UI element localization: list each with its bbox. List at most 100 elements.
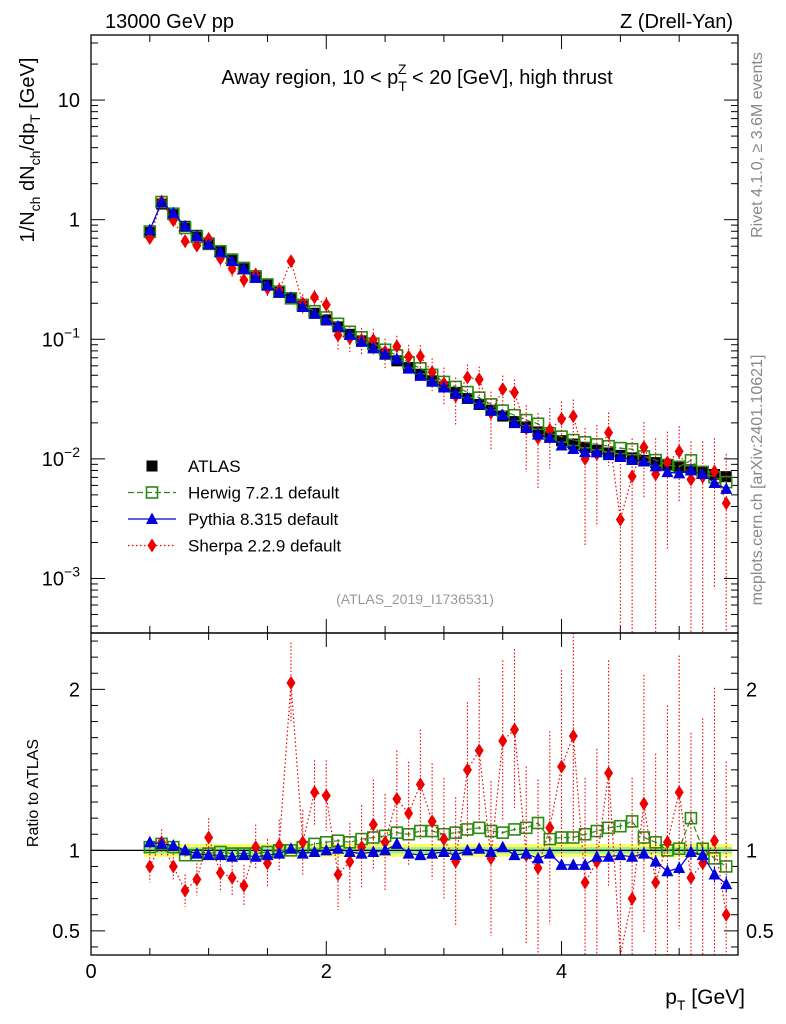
ratio-point-pythia	[567, 858, 580, 870]
data-point-sherpa	[604, 425, 614, 440]
series-line-herwig	[149, 200, 727, 483]
data-point-sherpa	[333, 328, 343, 343]
data-point-sherpa	[474, 372, 484, 387]
ratio-point-sherpa	[227, 870, 237, 885]
ratio-tick-label: 1	[69, 840, 80, 862]
x-tick-label: 4	[556, 961, 567, 983]
data-point-pythia	[567, 442, 580, 454]
data-point-pythia	[332, 319, 345, 332]
data-point-sherpa	[568, 409, 578, 424]
chart-title-sub: T	[398, 78, 407, 94]
data-point-sherpa	[392, 339, 402, 354]
ratio-point-pythia	[649, 855, 662, 867]
data-point-pythia	[590, 445, 603, 458]
data-point-sherpa	[674, 444, 684, 459]
ratio-axis-label: Ratio to ATLAS	[25, 739, 42, 847]
data-point-sherpa	[639, 440, 649, 455]
ratio-point-pythia	[367, 845, 380, 857]
ratio-point-pythia	[626, 850, 639, 862]
ratio-tick-label: 1	[746, 840, 757, 862]
data-point-sherpa	[498, 382, 508, 397]
process-label: Z (Drell-Yan)	[620, 11, 733, 33]
ratio-point-sherpa	[545, 820, 555, 835]
chart-title-pre: Away region, 10 < p	[221, 67, 398, 89]
ratio-point-sherpa	[439, 832, 449, 847]
y-tick-label: 10−2	[42, 444, 80, 471]
ratio-point-pythia	[579, 858, 592, 870]
ratio-point-pythia	[673, 861, 686, 874]
data-point-pythia	[555, 439, 568, 451]
ratio-point-sherpa	[651, 875, 661, 890]
legend-marker-sherpa	[147, 538, 157, 553]
ratio-point-sherpa	[345, 854, 355, 869]
ratio-point-sherpa	[709, 833, 719, 848]
ratio-point-sherpa	[427, 814, 437, 829]
legend-label-pythia: Pythia 8.315 default	[188, 510, 339, 529]
data-point-pythia	[626, 453, 639, 465]
data-point-sherpa	[662, 455, 672, 470]
ratio-point-pythia	[343, 845, 356, 857]
data-point-sherpa	[686, 472, 696, 487]
ratio-point-pythia	[661, 864, 674, 877]
ratio-point-pythia	[484, 845, 497, 857]
ratio-panel-frame	[90, 632, 739, 956]
ratio-point-pythia	[602, 850, 615, 862]
ratio-point-pythia	[284, 842, 297, 854]
data-point-pythia	[720, 482, 733, 494]
ratio-point-sherpa	[274, 838, 284, 853]
ratio-point-pythia	[449, 848, 462, 861]
ratio-line-sherpa	[149, 682, 727, 956]
ratio-point-sherpa	[192, 872, 202, 887]
legend-marker-pythia	[146, 512, 158, 524]
ratio-point-sherpa	[509, 722, 519, 737]
ratio-point-herwig	[531, 816, 545, 830]
data-point-sherpa	[557, 411, 567, 426]
data-point-pythia	[343, 328, 356, 340]
data-point-sherpa	[709, 464, 719, 479]
ratio-point-pythia	[308, 845, 321, 857]
ratio-point-sherpa	[404, 806, 414, 821]
data-point-sherpa	[180, 234, 190, 249]
data-point-sherpa	[721, 496, 731, 511]
data-point-pythia	[461, 391, 474, 404]
ratio-point-sherpa	[686, 870, 696, 885]
ratio-point-pythia	[214, 848, 227, 861]
ratio-point-pythia	[237, 848, 250, 861]
data-point-pythia	[284, 291, 297, 303]
data-point-pythia	[579, 445, 592, 458]
data-point-sherpa	[321, 297, 331, 312]
data-point-pythia	[614, 450, 627, 462]
data-point-pythia	[602, 448, 615, 461]
data-point-pythia	[155, 195, 168, 208]
ratio-point-sherpa	[415, 777, 425, 792]
data-point-pythia	[532, 428, 545, 440]
ratio-point-sherpa	[462, 762, 472, 777]
data-point-pythia	[473, 397, 486, 409]
data-point-pythia	[426, 375, 439, 387]
legend: ATLAS Herwig 7.2.1 default Pythia 8.315 de…	[128, 457, 341, 556]
data-point-sherpa	[627, 469, 637, 484]
data-point-pythia	[143, 223, 156, 236]
chart-title-sup: Z	[398, 61, 407, 77]
ratio-point-pythia	[143, 835, 156, 848]
ratio-point-pythia	[520, 847, 533, 859]
ratio-point-sherpa	[627, 891, 637, 906]
ratio-point-sherpa	[321, 788, 331, 803]
data-point-sherpa	[286, 254, 296, 269]
data-point-sherpa	[368, 333, 378, 348]
series-atlas	[144, 198, 732, 483]
data-point-pythia	[202, 237, 215, 250]
ratio-point-pythia	[543, 847, 556, 859]
ratio-point-sherpa	[380, 835, 390, 850]
ratio-point-pythia	[155, 837, 168, 849]
ratio-point-pythia	[696, 848, 709, 861]
series-pythia	[143, 195, 733, 893]
ratio-point-sherpa	[721, 907, 731, 922]
ratio-point-sherpa	[368, 817, 378, 832]
ratio-tick-label: 0.5	[52, 921, 80, 943]
ratio-tick-label: 2	[69, 679, 80, 701]
data-point-pythia	[249, 271, 262, 283]
data-point-pythia	[167, 206, 180, 219]
data-point-sherpa	[509, 385, 519, 400]
